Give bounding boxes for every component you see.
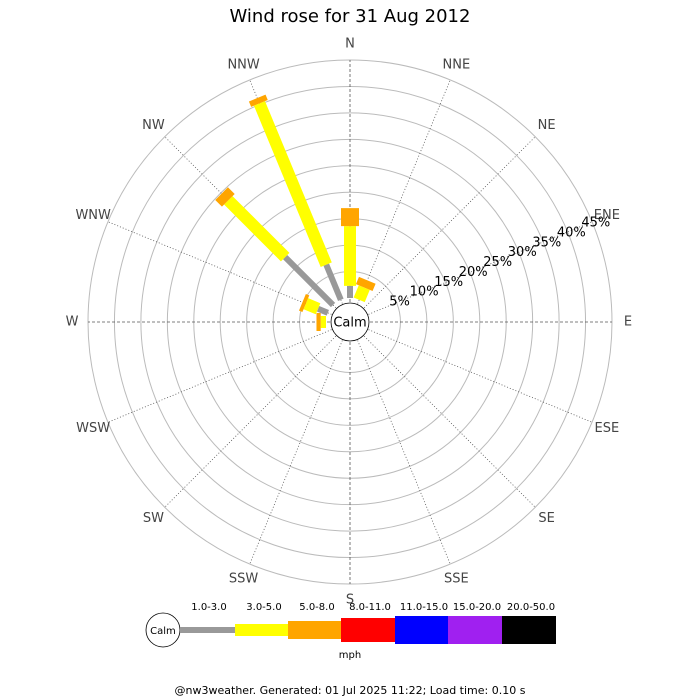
legend-swatch (502, 616, 556, 644)
spoke (363, 335, 536, 508)
r-tick-label: 25% (483, 255, 512, 270)
direction-label: NW (142, 118, 165, 133)
spoke (249, 340, 343, 565)
direction-label: S (346, 593, 354, 608)
direction-label: SSE (444, 571, 469, 586)
r-tick-label: 35% (532, 235, 561, 250)
bar (283, 255, 336, 308)
bar (316, 305, 329, 316)
direction-label: ENE (594, 208, 620, 223)
spoke (107, 221, 332, 315)
legend-calm-label: Calm (150, 626, 176, 637)
bar (323, 263, 344, 301)
bar (298, 293, 310, 313)
spoke (363, 136, 536, 309)
r-tick-label: 5% (389, 295, 410, 310)
r-tick-label: 15% (434, 275, 463, 290)
bar (303, 298, 321, 315)
legend-label: 5.0-8.0 (299, 602, 334, 613)
direction-label: ESE (594, 421, 619, 436)
legend-swatch (448, 616, 502, 644)
bar (224, 196, 290, 262)
legend-label: 11.0-15.0 (400, 602, 448, 613)
bar (248, 94, 268, 107)
legend-label: 20.0-50.0 (507, 602, 555, 613)
direction-label: SSW (229, 571, 259, 586)
r-tick-label: 20% (459, 265, 488, 280)
r-tick-label: 40% (557, 225, 586, 240)
direction-label: N (345, 37, 355, 52)
direction-label: SW (143, 511, 164, 526)
legend-swatch (288, 621, 341, 639)
bar (353, 285, 370, 303)
bar (253, 101, 332, 267)
direction-label: NNW (227, 58, 259, 73)
bar (215, 187, 235, 207)
footer: @nw3weather. Generated: 01 Jul 2025 11:2… (175, 684, 526, 697)
legend-label: 8.0-11.0 (349, 602, 391, 613)
r-tick-label: 10% (410, 285, 439, 300)
direction-label: E (624, 315, 632, 330)
spoke (368, 329, 593, 423)
units-label: mph (339, 650, 361, 661)
legend-label: 15.0-20.0 (453, 602, 501, 613)
legend-swatch (341, 618, 395, 642)
direction-label: W (66, 315, 79, 330)
direction-label: NE (538, 118, 556, 133)
calm-circle (330, 302, 370, 342)
spoke (368, 221, 593, 315)
ring (219, 191, 481, 453)
legend-swatch (235, 624, 288, 636)
ring (140, 112, 560, 532)
legend-label: 3.0-5.0 (246, 602, 281, 613)
bar (355, 276, 376, 292)
spoke (164, 335, 337, 508)
spoke (357, 340, 451, 565)
direction-label: WSW (76, 421, 110, 436)
r-tick-label: 30% (508, 245, 537, 260)
calm-label: Calm (333, 316, 366, 331)
legend-label: 1.0-3.0 (191, 602, 226, 613)
r-tick-label: 45% (581, 216, 610, 231)
direction-label: WNW (75, 208, 111, 223)
direction-label: NNE (443, 58, 471, 73)
spoke (357, 79, 451, 304)
legend-swatch (180, 627, 235, 633)
spoke (107, 329, 332, 423)
chart-title: Wind rose for 31 Aug 2012 (230, 6, 471, 27)
direction-label: SE (538, 511, 554, 526)
legend-swatch (395, 616, 448, 644)
